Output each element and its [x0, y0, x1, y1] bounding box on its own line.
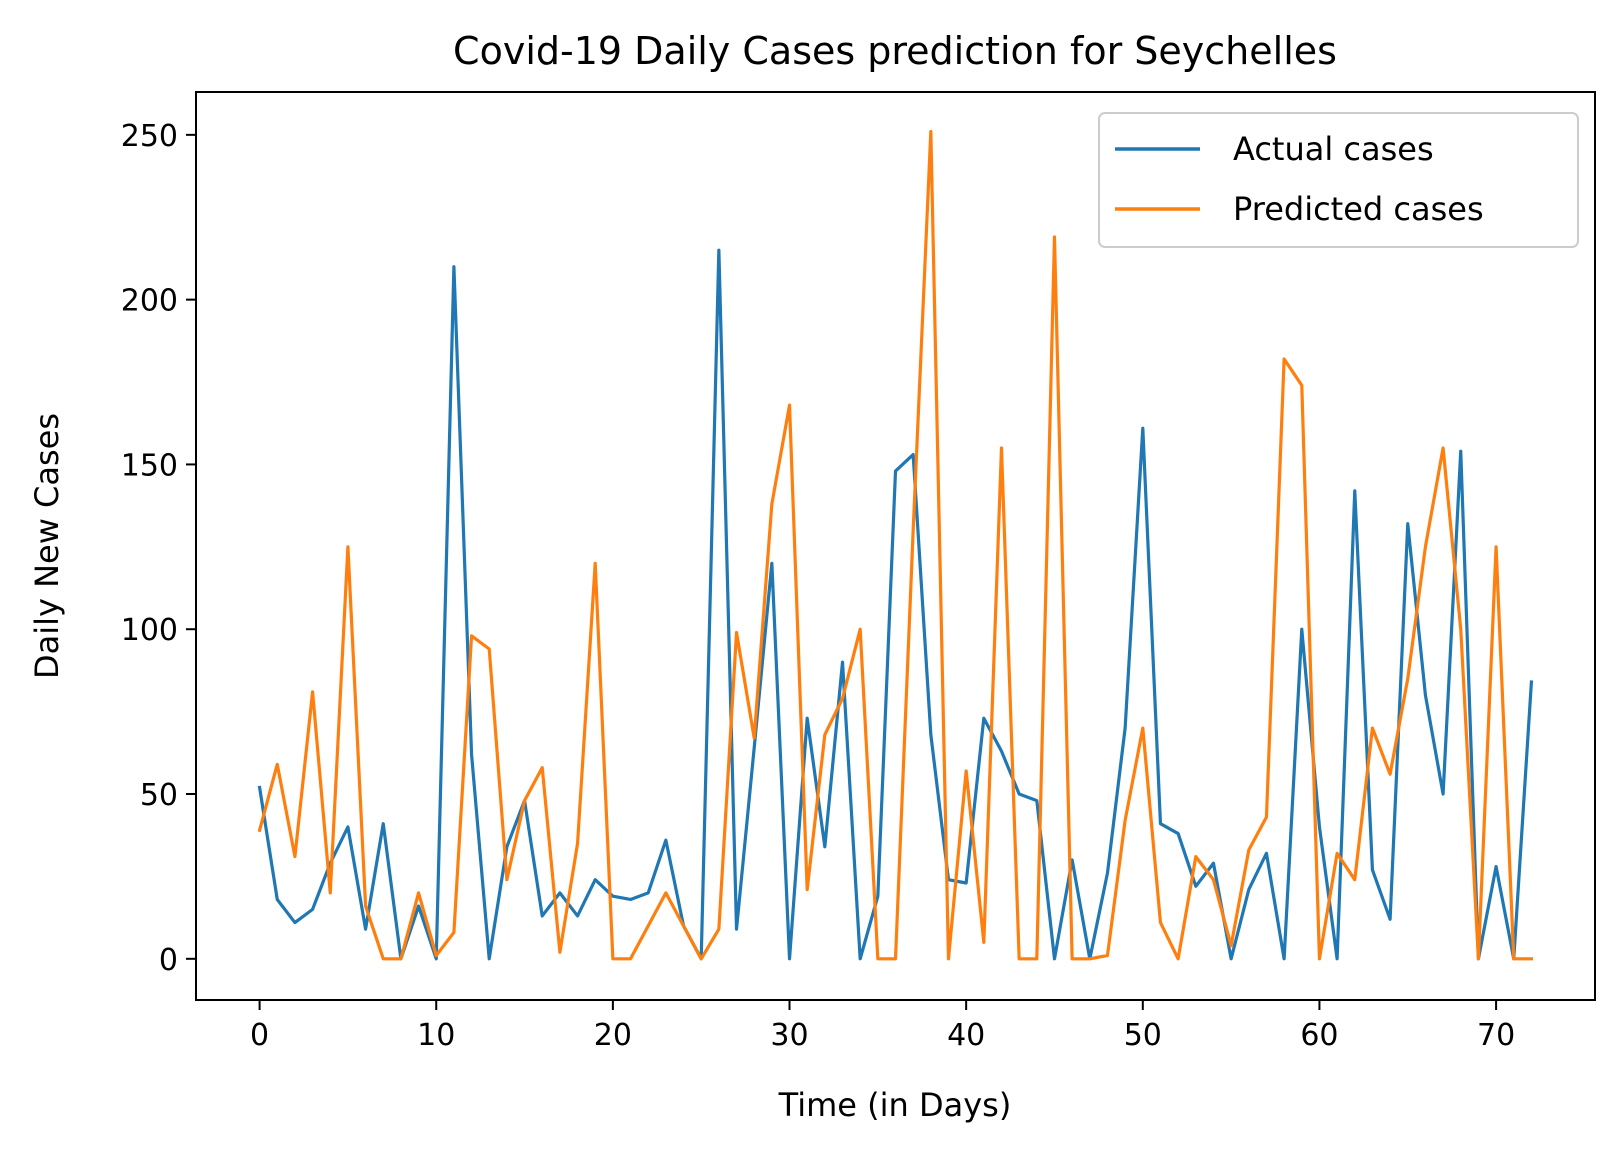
x-tick-label: 50 [1124, 1018, 1162, 1053]
legend-label: Actual cases [1233, 130, 1434, 168]
y-axis-label: Daily New Cases [28, 413, 66, 679]
series-line-predicted [257, 129, 1534, 961]
x-tick-label: 20 [594, 1018, 632, 1053]
y-tick-label: 50 [140, 778, 178, 813]
chart-title: Covid-19 Daily Cases prediction for Seyc… [453, 29, 1337, 73]
y-tick-label: 100 [121, 613, 178, 648]
x-tick-label: 30 [770, 1018, 808, 1053]
plot-area [195, 91, 1596, 1001]
x-tick-label: 40 [947, 1018, 985, 1053]
x-tick-label: 0 [250, 1018, 269, 1053]
legend-box [1098, 112, 1579, 248]
x-tick-label: 60 [1300, 1018, 1338, 1053]
plot-frame [195, 91, 1596, 1001]
y-tick-label: 150 [121, 448, 178, 483]
y-tick-label: 250 [121, 119, 178, 154]
x-tick-label: 70 [1477, 1018, 1515, 1053]
x-axis: 0 10 20 30 40 50 60 70 [250, 1000, 1515, 1053]
legend: Actual cases Predicted cases [1098, 112, 1579, 248]
y-tick-label: 200 [121, 284, 178, 319]
y-tick-label: 0 [159, 943, 178, 978]
x-tick-label: 10 [417, 1018, 455, 1053]
series-line-actual [257, 248, 1534, 961]
y-axis: 0 50 100 150 200 250 [121, 119, 196, 978]
x-axis-label: Time (in Days) [778, 1086, 1012, 1124]
legend-label: Predicted cases [1233, 190, 1484, 228]
series-layer [257, 129, 1534, 961]
